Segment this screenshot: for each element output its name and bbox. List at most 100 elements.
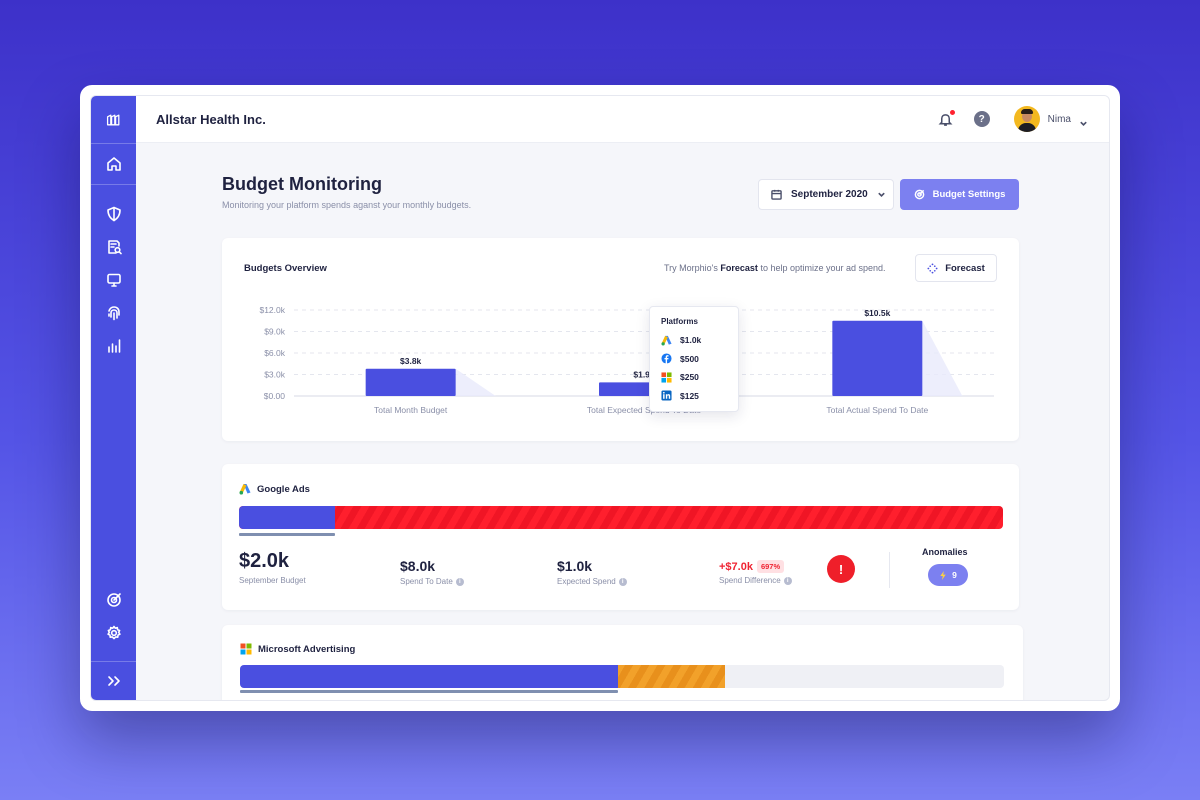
expected-label: Expected Spend i — [557, 577, 627, 586]
y-tick-label: $9.0k — [264, 327, 286, 337]
fingerprint-icon[interactable] — [91, 296, 136, 329]
over-budget-segment — [239, 506, 1003, 529]
forecast-button[interactable]: Forecast — [915, 254, 997, 282]
budget-settings-label: Budget Settings — [932, 189, 1006, 200]
alert-icon[interactable]: ! — [827, 555, 855, 583]
bell-icon — [938, 113, 953, 126]
difference-label: Spend Difference i — [719, 576, 792, 585]
avatar[interactable] — [1013, 106, 1040, 132]
spend-difference-metric: +$7.0k 697% Spend Difference i — [719, 560, 792, 585]
spend-to-date-metric: $8.0k Spend To Date i — [400, 558, 464, 586]
anomalies-button[interactable]: 9 — [928, 564, 968, 586]
linkedin-icon — [661, 390, 672, 401]
x-category-label: Total Actual Spend To Date — [826, 405, 928, 415]
bar-shadow — [455, 368, 496, 396]
spend-segment — [240, 665, 619, 688]
forecast-icon — [927, 262, 938, 274]
google-ads-header: Google Ads — [239, 483, 310, 495]
platforms-tooltip: Platforms $1.0k $500 — [649, 306, 739, 412]
bar-chart-icon[interactable] — [91, 329, 136, 362]
budget-label: September Budget — [239, 576, 306, 585]
budget-marker — [239, 533, 335, 536]
spend-label: Spend To Date i — [400, 577, 464, 586]
bar-data-label: $1.9k — [633, 369, 655, 379]
target-icon[interactable] — [91, 583, 136, 616]
divider — [889, 552, 890, 588]
date-selector[interactable]: September 2020 — [758, 179, 894, 210]
lightning-icon — [940, 570, 946, 580]
bar-data-label: $3.8k — [400, 356, 422, 366]
bar-shadow — [922, 320, 963, 396]
y-tick-label: $12.0k — [259, 305, 285, 315]
app-window: Allstar Health Inc. ? Nima Budget Monito… — [90, 95, 1110, 701]
sidebar-divider — [91, 661, 136, 662]
help-icon[interactable]: ? — [973, 111, 990, 127]
notifications-button[interactable] — [936, 109, 956, 129]
tooltip-row-microsoft: $250 — [661, 368, 738, 387]
anomalies-title: Anomalies — [922, 547, 968, 557]
tooltip-title: Platforms — [661, 317, 698, 326]
microsoft-icon — [240, 643, 252, 655]
company-name: Allstar Health Inc. — [156, 111, 266, 127]
difference-percent-badge: 697% — [756, 560, 785, 573]
microsoft-icon — [661, 372, 672, 383]
y-tick-label: $6.0k — [264, 348, 286, 358]
x-category-label: Total Expected Spend To Date — [587, 405, 701, 415]
y-tick-label: $3.0k — [264, 370, 286, 380]
sidebar — [91, 96, 136, 700]
bar-data-label: $10.5k — [864, 308, 890, 318]
date-selector-value: September 2020 — [791, 189, 868, 200]
budget-marker — [240, 690, 619, 693]
forecast-hint: Try Morphio's Forecast to help optimize … — [664, 263, 886, 273]
september-budget-metric: $2.0k September Budget — [239, 550, 306, 585]
budget-settings-button[interactable]: Budget Settings — [900, 179, 1019, 210]
budget-segment — [239, 506, 335, 529]
expected-value: $1.0k — [557, 558, 593, 574]
google-ads-icon — [661, 335, 672, 346]
monitor-icon[interactable] — [91, 263, 136, 296]
sidebar-divider — [91, 184, 136, 185]
notification-dot — [948, 109, 956, 116]
budgets-overview-card: Budgets Overview Try Morphio's Forecast … — [222, 238, 1019, 441]
bar — [832, 320, 923, 396]
tooltip-row-facebook: $500 — [661, 350, 738, 369]
google-ads-icon — [239, 483, 251, 495]
microsoft-advertising-card: Microsoft Advertising — [222, 625, 1023, 700]
microsoft-budget-bar[interactable] — [240, 665, 1004, 688]
home-icon[interactable] — [91, 144, 136, 184]
spend-value: $8.0k — [400, 558, 436, 574]
expected-spend-metric: $1.0k Expected Spend i — [557, 558, 627, 586]
google-ads-budget-bar[interactable] — [239, 506, 1003, 529]
overview-title: Budgets Overview — [244, 263, 327, 274]
microsoft-header: Microsoft Advertising — [240, 643, 355, 655]
google-ads-card: Google Ads $2.0k September Budget $8.0k … — [222, 464, 1019, 610]
info-icon[interactable]: i — [783, 576, 792, 585]
calendar-icon — [771, 189, 782, 200]
budget-value: $2.0k — [239, 550, 290, 572]
tooltip-row-google: $1.0k — [661, 331, 738, 350]
page-subtitle: Monitoring your platform spends aganst y… — [222, 200, 472, 210]
facebook-icon — [661, 353, 672, 364]
bar — [365, 368, 456, 396]
gear-icon[interactable] — [91, 616, 136, 649]
page-title: Budget Monitoring — [222, 174, 382, 194]
chevron-down-icon — [877, 192, 885, 197]
info-icon[interactable]: i — [618, 577, 627, 586]
target-icon — [914, 189, 924, 200]
main-content: Budget Monitoring Monitoring your platfo… — [136, 143, 1109, 700]
topbar: Allstar Health Inc. ? Nima — [136, 96, 1109, 143]
user-name[interactable]: Nima — [1047, 113, 1071, 125]
sidebar-divider — [91, 143, 136, 144]
y-tick-label: $0.00 — [264, 391, 286, 401]
logo-icon[interactable] — [91, 96, 136, 143]
info-icon[interactable]: i — [455, 577, 464, 586]
warning-segment — [618, 665, 726, 688]
shield-icon[interactable] — [91, 197, 136, 230]
chevron-down-icon[interactable] — [1079, 115, 1087, 126]
difference-value: +$7.0k — [719, 560, 753, 573]
document-search-icon[interactable] — [91, 230, 136, 263]
x-category-label: Total Month Budget — [374, 405, 448, 415]
expand-sidebar-icon[interactable] — [91, 662, 136, 700]
tooltip-row-linkedin: $125 — [661, 387, 738, 406]
budgets-bar-chart: $0.00 $3.0k $6.0k $9.0k $12.0k $3.8k Total Mon… — [259, 305, 994, 415]
